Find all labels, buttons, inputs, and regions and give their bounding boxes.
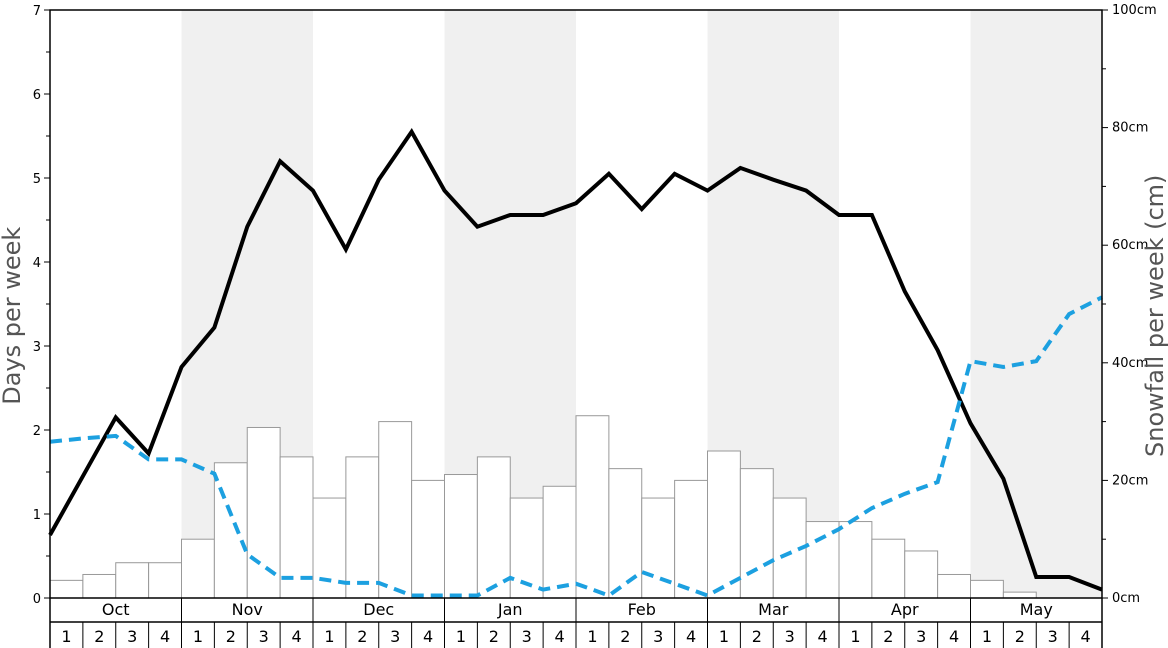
- week-label: 4: [686, 627, 696, 646]
- snowfall-bar: [181, 538, 215, 599]
- week-label: 4: [817, 627, 827, 646]
- week-label: 1: [193, 627, 203, 646]
- snowfall-bar: [542, 485, 577, 599]
- snowfall-bar: [871, 538, 906, 599]
- week-label: 4: [1080, 627, 1090, 646]
- week-label: 4: [554, 627, 564, 646]
- snowfall-bar: [674, 479, 708, 599]
- right-tick-label: 80cm: [1112, 121, 1148, 136]
- week-label: 1: [982, 627, 992, 646]
- week-label: 3: [785, 627, 795, 646]
- week-label: 1: [61, 627, 71, 646]
- left-tick-label: 1: [33, 508, 41, 523]
- snowfall-bar: [115, 562, 150, 599]
- right-tick-label: 0cm: [1112, 591, 1140, 606]
- month-label-oct: Oct: [102, 600, 130, 619]
- week-label: 3: [653, 627, 663, 646]
- left-tick-label: 6: [33, 88, 41, 103]
- month-label-jan: Jan: [497, 600, 523, 619]
- month-shading: [181, 10, 1102, 598]
- week-label: 2: [1015, 627, 1025, 646]
- week-label: 3: [390, 627, 400, 646]
- snowfall-bar: [378, 421, 413, 599]
- week-label: 4: [423, 627, 433, 646]
- snowfall-bar: [345, 456, 380, 599]
- month-label-nov: Nov: [232, 600, 263, 619]
- week-label: 1: [850, 627, 860, 646]
- month-label-apr: Apr: [891, 600, 919, 619]
- month-label-dec: Dec: [363, 600, 394, 619]
- week-label: 3: [1048, 627, 1058, 646]
- right-tick-label: 60cm: [1112, 238, 1148, 253]
- snowfall-bar: [411, 479, 445, 599]
- week-label: 2: [752, 627, 762, 646]
- week-label: 1: [719, 627, 729, 646]
- snowfall-bar: [575, 415, 610, 599]
- left-tick-label: 4: [33, 256, 41, 271]
- left-tick-label: 5: [33, 172, 41, 187]
- right-axis: 0cm 20cm 40cm 60cm 80cm 100cm Snowfall per wee…: [1102, 3, 1168, 606]
- left-axis: 0 1 2 3 4 5 6 7 Days per week: [0, 4, 50, 607]
- snowfall-bar: [805, 521, 840, 599]
- week-label: 1: [456, 627, 466, 646]
- shade-may: [970, 10, 1102, 598]
- left-axis-title: Days per week: [0, 227, 26, 405]
- snowfall-bar: [904, 550, 939, 599]
- snowfall-bar: [739, 468, 774, 599]
- week-label: 2: [489, 627, 499, 646]
- week-label: 3: [127, 627, 137, 646]
- snowfall-bar: [608, 468, 643, 599]
- week-label: 3: [916, 627, 926, 646]
- snowfall-bars: [49, 415, 1037, 599]
- right-axis-title: Snowfall per week (cm): [1141, 175, 1168, 457]
- week-label: 2: [883, 627, 893, 646]
- left-tick-label: 3: [33, 340, 41, 355]
- left-tick-label: 0: [33, 592, 41, 607]
- snowfall-bar: [476, 456, 511, 599]
- snowfall-bar: [213, 462, 248, 599]
- snowfall-bar: [82, 573, 117, 599]
- snowfall-bar: [49, 579, 84, 599]
- week-label: 3: [522, 627, 532, 646]
- right-tick-label: 20cm: [1112, 473, 1148, 488]
- month-label-may: May: [1020, 600, 1053, 619]
- snowfall-bar: [707, 450, 741, 599]
- week-label: 4: [949, 627, 959, 646]
- snowfall-bar: [1002, 591, 1037, 599]
- right-tick-label: 100cm: [1112, 3, 1157, 18]
- week-label: 2: [620, 627, 630, 646]
- week-label: 2: [226, 627, 236, 646]
- dashed-line: [49, 295, 1103, 598]
- right-tick-label: 40cm: [1112, 356, 1148, 371]
- x-axis-months-weeks: Oct 1 2 3 4 Nov 1 2 3 4 Dec 1 2 3 4 Jan 1 2 3 4 Feb 1 2 3 4 Mar 1 2…: [49, 598, 1103, 648]
- week-label: 3: [259, 627, 269, 646]
- snowfall-bar: [838, 521, 873, 599]
- month-label-feb: Feb: [628, 600, 656, 619]
- left-tick-label: 7: [33, 4, 41, 19]
- snowfall-bar: [279, 456, 314, 599]
- week-label: 2: [357, 627, 367, 646]
- week-label: 4: [160, 627, 170, 646]
- snowfall-bar: [970, 579, 1004, 599]
- snowfall-bar: [509, 497, 544, 599]
- month-label-mar: Mar: [758, 600, 789, 619]
- week-label: 1: [587, 627, 597, 646]
- week-label: 2: [94, 627, 104, 646]
- week-label: 4: [291, 627, 301, 646]
- snowfall-bar: [148, 562, 182, 599]
- data-lines: [48, 128, 1103, 598]
- snowfall-bar: [444, 474, 478, 599]
- solid-line: [48, 128, 1103, 592]
- left-tick-label: 2: [33, 424, 41, 439]
- week-label: 1: [324, 627, 334, 646]
- snowfall-bar: [937, 573, 971, 599]
